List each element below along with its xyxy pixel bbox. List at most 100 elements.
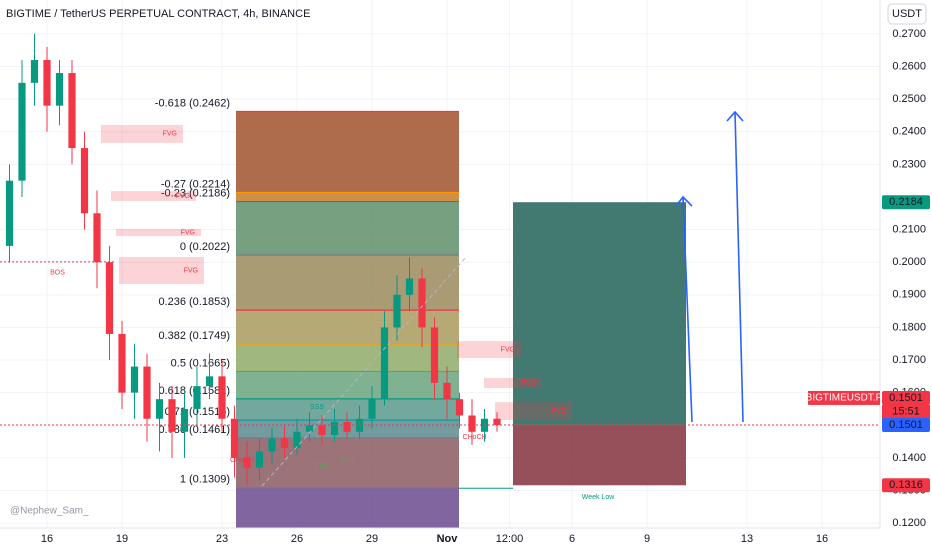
- candle-body: [430, 327, 439, 383]
- x-tick-label: 12:00: [496, 533, 524, 545]
- fvg-label: FVG: [184, 267, 198, 274]
- candle-body: [468, 415, 476, 432]
- candle-body: [280, 438, 289, 449]
- symbol-label: BIGTIMEUSDT.P: [806, 393, 883, 404]
- candle-body: [255, 451, 264, 468]
- y-tick-label: 0.1400: [892, 452, 926, 464]
- fib-band: [236, 487, 459, 528]
- countdown-bg: [882, 404, 930, 418]
- candle-body: [68, 73, 76, 149]
- price-axis: 0.2700 0.2600 0.2500 0.2400 0.2300 0.2100 0.20…: [879, 0, 932, 550]
- candle-body: [55, 73, 64, 106]
- y-tick-label: 0.1800: [892, 321, 926, 333]
- annotation: CHoCH: [230, 457, 254, 464]
- chart-title: BIGTIME / TetherUS PERPETUAL CONTRACT, 4…: [6, 8, 310, 20]
- y-tick-label: 0.2500: [892, 93, 926, 105]
- x-tick-label: 13: [741, 533, 753, 545]
- fib-band: [236, 344, 459, 372]
- fvg-zone: [119, 256, 204, 285]
- x-tick-label: 29: [366, 533, 378, 545]
- candle-body: [155, 399, 164, 419]
- x-tick-label: 23: [216, 533, 228, 545]
- fib-label: 0 (0.2022): [180, 241, 230, 253]
- x-tick-label: 26: [291, 533, 303, 545]
- level-label: BOS: [50, 270, 65, 277]
- candle-body: [168, 399, 176, 432]
- candle-body: [380, 327, 389, 400]
- fvg-label: FVG: [163, 131, 177, 138]
- fvg-label: FVG: [552, 408, 566, 415]
- x-tick-label: 6: [569, 533, 575, 545]
- fib-label: 0.382 (0.1749): [158, 330, 230, 342]
- candle-body: [493, 418, 501, 425]
- y-tick-label: 0.2300: [892, 158, 926, 170]
- candle-body: [118, 333, 126, 393]
- candle-body: [393, 294, 401, 328]
- candle-body: [355, 418, 364, 432]
- annotation: SSS: [310, 404, 324, 411]
- candle-body: [418, 278, 426, 328]
- price-label-bg: [882, 478, 930, 493]
- candle-body: [180, 408, 189, 432]
- fib-label: 0.786 (0.1461): [158, 424, 230, 436]
- fib-label: -0.618 (0.2462): [155, 97, 230, 109]
- arrow: [726, 110, 744, 423]
- candle-body: [330, 422, 339, 436]
- candle-body: [130, 366, 139, 393]
- fib-label: 1 (0.1309): [180, 473, 230, 485]
- y-tick-label: 0.1700: [892, 354, 926, 366]
- candle-body: [218, 376, 226, 419]
- candle-body: [268, 438, 276, 452]
- candle-body: [30, 60, 39, 83]
- fib-label: -0.27 (0.2214): [161, 178, 230, 190]
- candle-body: [205, 376, 214, 387]
- y-tick-label: 0.2600: [892, 60, 926, 72]
- fib-label: -0.23 (0.2186): [161, 187, 230, 199]
- x-tick-label: 16: [816, 533, 828, 545]
- x-tick-label: 19: [116, 533, 128, 545]
- fvg-label: FVG: [522, 380, 536, 387]
- fvg-zone: [101, 124, 183, 143]
- currency-button[interactable]: [887, 3, 927, 25]
- price-label-bg: [882, 390, 930, 405]
- candle-body: [143, 366, 151, 419]
- fvg-zone: [111, 191, 196, 201]
- candle-body: [243, 457, 251, 468]
- candle-body: [368, 399, 376, 419]
- arrows: [675, 110, 744, 423]
- candle-body: [93, 213, 101, 263]
- y-tick-label: 0.1200: [892, 517, 926, 529]
- stop-zone: [513, 424, 686, 486]
- fib-band: [236, 371, 459, 399]
- candle-body: [293, 431, 301, 449]
- price-label-bg: [882, 195, 930, 210]
- fvg-zone: [495, 402, 572, 421]
- x-tick-label: 16: [41, 533, 53, 545]
- fvg-label: FVG: [501, 346, 515, 353]
- arrow: [675, 195, 693, 423]
- candle-body: [18, 82, 26, 181]
- candle-body: [318, 425, 326, 436]
- x-tick-label: Nov: [437, 533, 459, 545]
- last-price-label-bg: [882, 417, 930, 432]
- y-tick-label: 0.2100: [892, 223, 926, 235]
- fvg-zone: [484, 377, 542, 389]
- currency-button-label[interactable]: USDT: [892, 8, 922, 20]
- fvg-zone: [457, 341, 521, 359]
- candle-body: [193, 386, 201, 409]
- fib-label: 0.236 (0.1853): [158, 296, 230, 308]
- candle-body: [343, 422, 351, 432]
- x-tick-label: 9: [644, 533, 650, 545]
- candles: [5, 33, 501, 484]
- y-tick-label: 0.2700: [892, 28, 926, 40]
- countdown: 15:51: [892, 405, 920, 417]
- candle-body: [80, 148, 89, 214]
- candle-body: [443, 382, 451, 400]
- fvg-label: FVG: [176, 193, 190, 200]
- fvg-label: FVG: [181, 229, 195, 236]
- y-tick-label: 0.2000: [892, 256, 926, 268]
- symbol-label-bg: [808, 390, 880, 405]
- watermark: @Nephew_Sam_: [10, 506, 89, 517]
- y-tick-label: 0.1900: [892, 289, 926, 301]
